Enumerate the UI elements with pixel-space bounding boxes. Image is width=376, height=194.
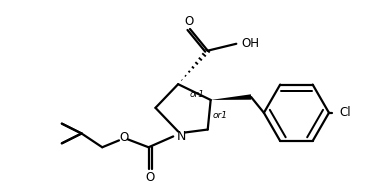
Text: N: N (176, 130, 186, 143)
Text: OH: OH (241, 37, 259, 50)
Text: Cl: Cl (339, 106, 350, 119)
Text: or1: or1 (213, 111, 228, 120)
Text: O: O (119, 131, 129, 144)
Polygon shape (211, 94, 251, 100)
Text: O: O (184, 15, 194, 28)
Text: O: O (145, 171, 154, 184)
Text: or1: or1 (190, 90, 205, 99)
